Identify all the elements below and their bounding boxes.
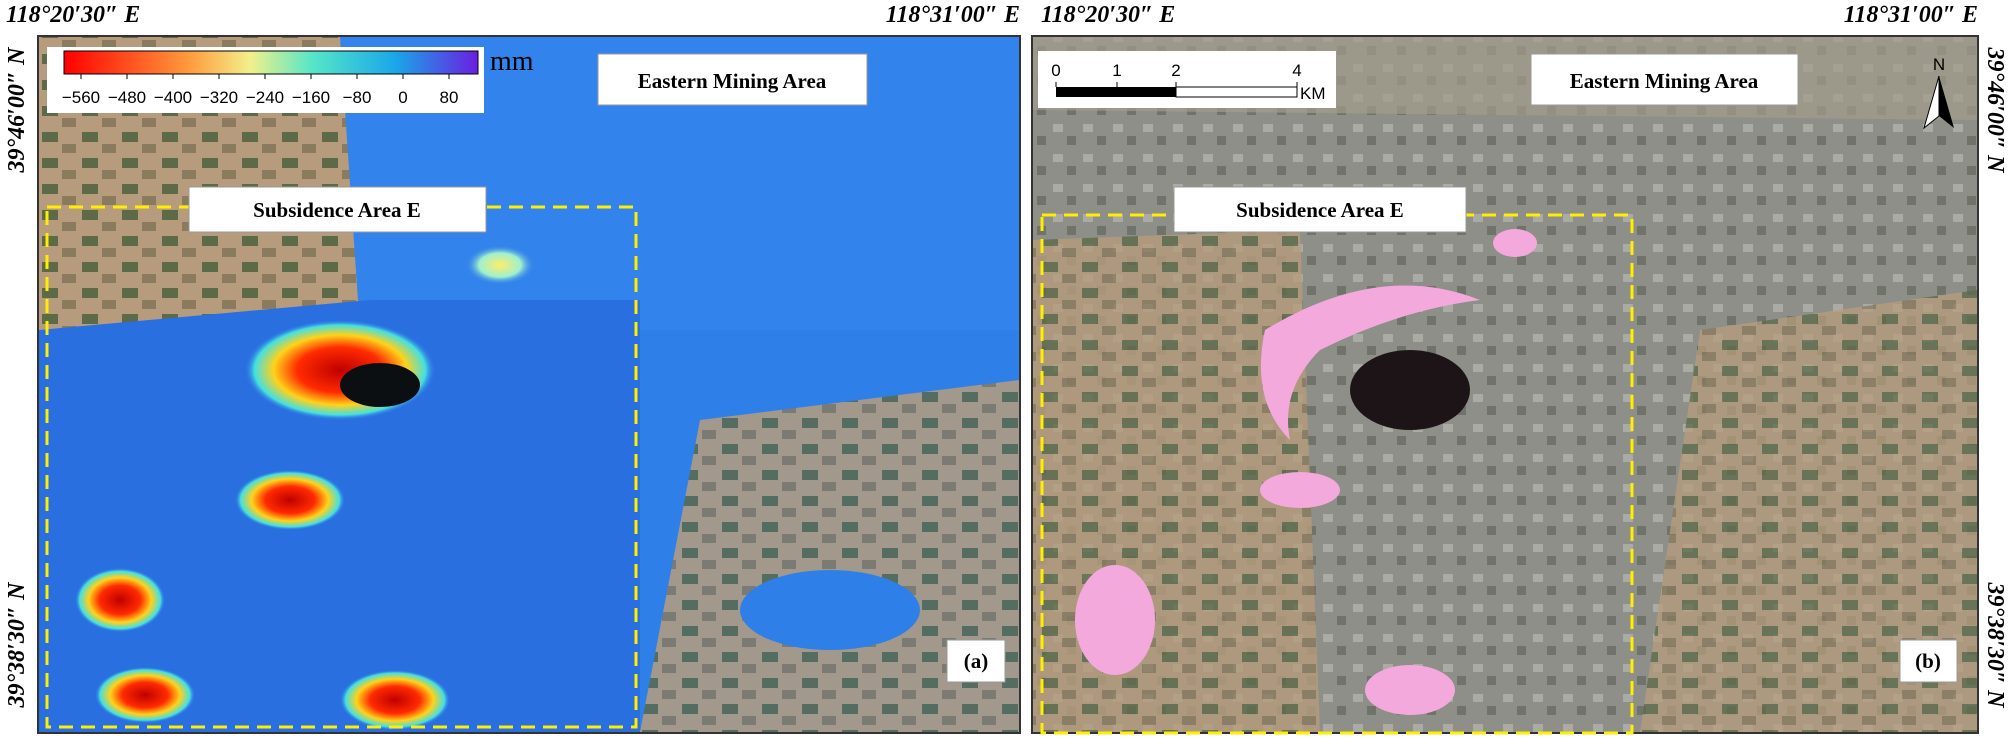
colorbar-tick-label: −480 [108, 88, 146, 107]
farmland [640, 380, 1019, 732]
scale-tick-label: 4 [1292, 61, 1301, 80]
panel-a: −560 −480 −400 −320 −240 −160 −80 0 80 mm Easter… [4, 2, 1021, 734]
subsidence-overlay [1075, 565, 1155, 675]
water [1350, 350, 1470, 430]
deformation-area [39, 300, 640, 732]
scale-unit: KM [1300, 84, 1326, 103]
water [340, 363, 420, 407]
label-box [188, 186, 487, 233]
scale-tick-label: 1 [1112, 61, 1121, 80]
coord-label: 118°31′00″ E [886, 2, 1020, 28]
colorbar-tick-label: 80 [440, 88, 459, 107]
colorbar-tick-label: −80 [343, 88, 372, 107]
panel-label: (a) [964, 649, 989, 673]
north-label: N [1933, 55, 1945, 74]
deformation-area [740, 570, 920, 650]
scale-bar-ticks: 0 1 2 4 [1051, 61, 1302, 87]
coord-label: 118°20′30″ E [6, 2, 140, 28]
coord-label: 118°20′30″ E [1041, 2, 1175, 28]
label-box [1173, 186, 1467, 233]
subsidence-overlay [1365, 665, 1455, 715]
coord-label: 39°46′00″ N [4, 46, 30, 174]
panel-label: (b) [1915, 649, 1941, 673]
colorbar-ticks: −560 −480 −400 −320 −240 −160 −80 0 80 [62, 74, 459, 107]
farmland [1640, 290, 1977, 732]
region-label: Eastern Mining Area [638, 69, 827, 93]
label-box [597, 53, 868, 106]
colorbar-tick-label: −400 [154, 88, 192, 107]
scale-bar-box [1038, 51, 1336, 108]
label-box [1530, 53, 1799, 106]
coord-label: 39°38′30″ N [1982, 582, 2008, 710]
subsidence-overlay [1493, 229, 1537, 257]
colorbar [63, 50, 479, 75]
scale-tick-label: 0 [1051, 61, 1060, 80]
colorbar-tick-label: −560 [62, 88, 100, 107]
label-box [1899, 639, 1958, 683]
north-arrow [1923, 75, 1940, 130]
colorbar-tick-label: −320 [200, 88, 238, 107]
colorbar-tick-label: −160 [292, 88, 330, 107]
subsidence-blob [95, 667, 195, 723]
panel-b: 0 1 2 4 KM N Eastern Mining Area Subsidence… [1031, 2, 2008, 735]
subsidence-blob [465, 245, 535, 285]
colorbar-tick-label: 0 [398, 88, 407, 107]
subsidence-blob [75, 568, 165, 632]
subsidence-label: Subsidence Area E [253, 198, 421, 222]
scale-bar [1056, 87, 1176, 97]
north-arrow [1939, 76, 1954, 128]
coord-label: 39°38′30″ N [4, 581, 30, 709]
coord-label: 39°46′00″ N [1982, 47, 2008, 175]
subsidence-blob [340, 670, 450, 730]
subsidence-overlay [1260, 472, 1340, 508]
colorbar-tick-label: −240 [246, 88, 284, 107]
scale-bar [1175, 86, 1298, 98]
colorbar-unit: mm [490, 46, 534, 77]
scale-tick-label: 2 [1171, 61, 1180, 80]
region-label: Eastern Mining Area [1570, 69, 1759, 93]
coord-label: 118°31′00″ E [1844, 2, 1978, 28]
subsidence-label: Subsidence Area E [1236, 198, 1404, 222]
subsidence-overlay [1260, 285, 1480, 440]
subsidence-blob [235, 470, 345, 530]
label-box [946, 639, 1006, 683]
